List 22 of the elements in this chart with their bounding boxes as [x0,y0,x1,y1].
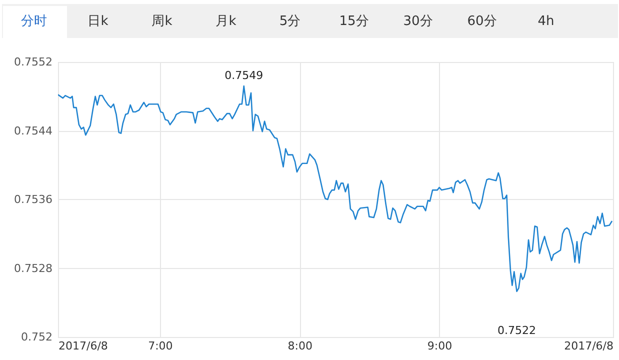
text: 4h [538,14,554,29]
y-tick-label: 0.7536 [14,193,52,206]
text: 60分 [467,14,497,29]
y-tick-label: 0.7544 [14,124,52,138]
x-tick-label: 7:00 [148,340,173,352]
x-tick-label: 2017/6/8 [58,340,108,352]
text: 15分 [339,14,369,29]
y-tick-label: 0.752 [21,330,52,344]
text: 月k [216,14,237,29]
annotation: 0.7522 [498,324,536,337]
x-tick-label: 2017/6/8 [564,340,614,352]
line-series [58,85,613,292]
text: 周k [152,14,173,29]
x-tick-label: 8:00 [288,340,312,352]
annotation: 0.7549 [224,69,264,82]
text: 日k [88,14,109,29]
text: 5分 [279,14,301,29]
text: 分时 [21,14,47,29]
text: 30分 [403,14,433,29]
y-tick-label: 0.7552 [14,56,52,68]
y-tick-label: 0.7528 [14,262,52,275]
x-tick-label: 9:00 [427,340,452,352]
